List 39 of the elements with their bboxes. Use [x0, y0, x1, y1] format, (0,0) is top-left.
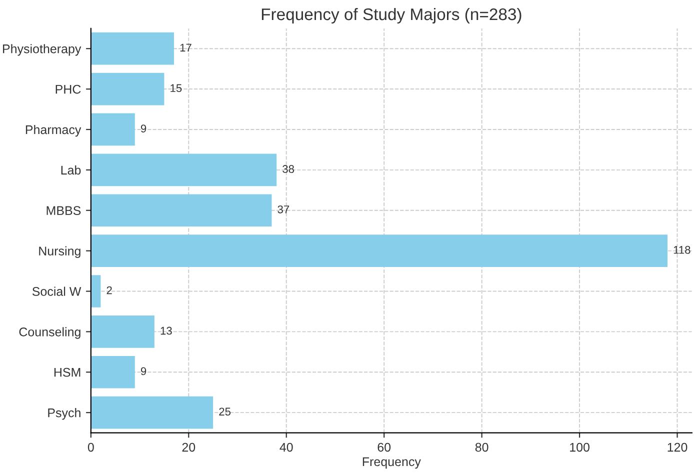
bar [90, 194, 272, 227]
x-axis-title: Frequency [362, 457, 421, 469]
x-tick-label: 80 [475, 442, 488, 452]
data-label: 9 [140, 367, 146, 376]
data-label: 38 [282, 165, 294, 173]
y-tick-label: MBBS [46, 206, 81, 216]
y-tick-label: Physiotherapy [3, 44, 82, 56]
x-tick-label: 0 [88, 442, 94, 452]
y-tick-label: Pharmacy [26, 124, 82, 137]
bar [90, 356, 135, 388]
y-tick-label: Nursing [39, 246, 80, 258]
y-tick-label: HSM [54, 368, 80, 377]
y-tick-label: Psych [48, 408, 80, 420]
x-tick-label: 100 [570, 442, 590, 452]
data-label: 17 [180, 44, 192, 52]
data-label: 15 [170, 84, 182, 92]
x-tick-label: 120 [668, 442, 688, 452]
bar [90, 32, 174, 65]
data-label: 9 [140, 124, 146, 132]
chart-title: Frequency of Study Majors (n=283) [262, 8, 522, 24]
data-label: 37 [278, 205, 290, 214]
x-tick-label: 40 [280, 442, 293, 452]
bar [90, 154, 277, 186]
bar [90, 234, 668, 267]
bar [90, 275, 101, 308]
x-tick-label: 20 [182, 442, 196, 452]
data-label: 2 [106, 286, 112, 294]
bar [90, 113, 135, 146]
y-tick-label: Counseling [19, 327, 80, 339]
data-label: 13 [160, 326, 172, 335]
bar [90, 316, 154, 348]
data-label: 25 [219, 408, 231, 416]
data-label: 118 [674, 246, 690, 254]
y-tick-label: Social W [32, 286, 82, 296]
bar [90, 396, 214, 429]
y-tick-label: Lab [61, 165, 81, 175]
bar [90, 72, 164, 106]
x-tick-label: 60 [378, 442, 391, 452]
y-tick-label: PHC [56, 84, 81, 94]
